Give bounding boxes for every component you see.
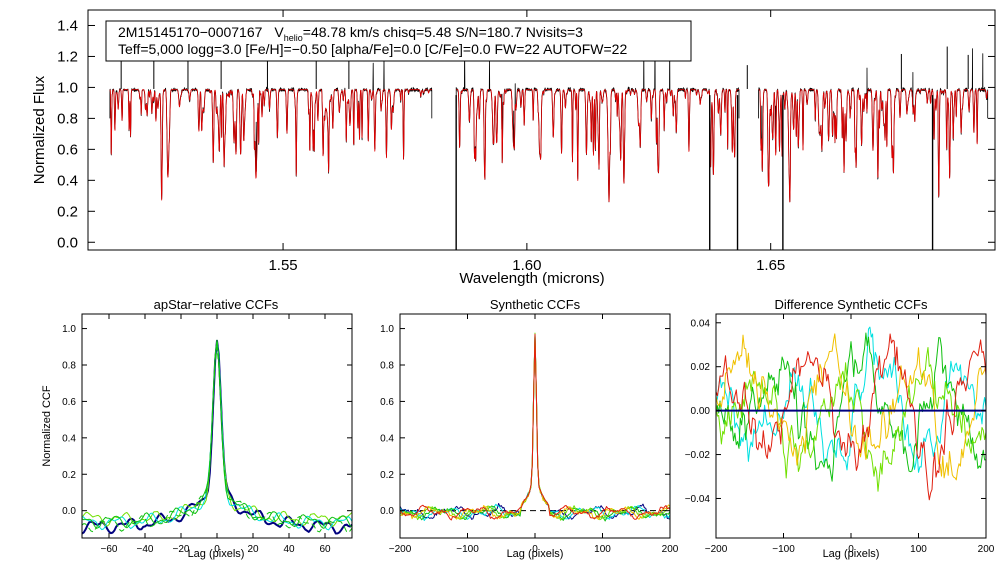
y-tick-label: 1.2: [57, 49, 78, 66]
y-tick-label: 0.02: [691, 362, 711, 373]
x-tick-label: 100: [594, 544, 611, 555]
synthetic-ccf-title: Synthetic CCFs: [490, 297, 581, 312]
velocity-label: V: [274, 24, 284, 40]
x-tick-label: 200: [978, 544, 995, 555]
annotation-stats: =48.78 km/s chisq=5.48 S/N=180.7 Nvisits…: [303, 24, 583, 40]
y-tick-label: 0.8: [57, 111, 78, 128]
y-tick-label: 0.8: [380, 360, 394, 371]
x-tick-label: 1.55: [268, 257, 297, 274]
synthetic-ccf-series-visit-4: [399, 336, 671, 520]
star-id: 2M15145170−0007167: [118, 24, 263, 40]
x-tick-label: −100: [772, 544, 795, 555]
difference-ccf-title: Difference Synthetic CCFs: [775, 297, 928, 312]
y-tick-label: 1.0: [380, 324, 394, 335]
model-spectrum-line: [455, 89, 740, 203]
annotation-box: [105, 20, 692, 62]
spectrum-lines: [109, 37, 989, 250]
x-tick-label: −20: [173, 544, 190, 555]
y-tick-label: 0.0: [57, 235, 78, 252]
synthetic-ccf-series-combined: [399, 335, 671, 520]
y-tick-label: 0.2: [380, 470, 394, 481]
x-tick-label: 1.60: [512, 257, 541, 274]
y-tick-label: 0.00: [691, 406, 711, 417]
ccf-series-visit-3: [81, 339, 353, 529]
y-tick-label: 0.4: [57, 173, 78, 190]
x-tick-label: −100: [456, 544, 479, 555]
spectrum-y-label: Normalized Flux: [31, 75, 48, 184]
annotation-line-1: 2M15145170−0007167 Vhelio=48.78 km/s chis…: [118, 24, 583, 43]
synthetic-ccf-series-visit-5: [399, 333, 671, 521]
y-tick-label: 0.6: [57, 142, 78, 159]
y-tick-label: 1.4: [57, 18, 78, 35]
x-tick-label: −200: [389, 544, 412, 555]
y-tick-label: 0.0: [62, 506, 76, 517]
x-tick-label: 60: [319, 544, 331, 555]
apstar-ccf-y-label: Normalized CCF: [41, 385, 53, 467]
ccf-series-visit-3-dashed: [81, 346, 353, 533]
spectrum-plot-area: [109, 37, 989, 250]
x-tick-label: 0: [848, 544, 854, 555]
ccf-series-combined: [81, 339, 353, 535]
x-tick-label: 0: [214, 544, 220, 555]
spectrum-panel: 1.55 1.60 1.65 0.0 0.2 0.4 0.6 0.8 1.0 1.2 1.4 Wav…: [31, 9, 996, 287]
difference-ccf-plot-area: [715, 326, 987, 501]
difference-ccf-series-visit-5: [715, 333, 987, 501]
annotation-line-2: Teff=5,000 logg=3.0 [Fe/H]=−0.50 [alpha/…: [118, 41, 627, 57]
synthetic-ccf-panel: Synthetic CCFs −200 −100 0 100 200 0.0 0.2 0.4 0…: [380, 297, 679, 560]
ccf-series-visit-2: [81, 340, 353, 531]
synthetic-ccf-series-visit-1: [399, 333, 671, 521]
x-tick-label: −60: [101, 544, 118, 555]
synthetic-ccf-series-visit-2: [399, 334, 671, 522]
x-tick-label: 100: [910, 544, 927, 555]
difference-ccf-ticks: −200 −100 0 100 200 −0.04 −0.02 0.00 0.02 0.04: [685, 314, 995, 555]
apstar-ccf-plot-area: [81, 339, 353, 535]
y-tick-label: 0.6: [62, 397, 76, 408]
y-tick-label: 0.2: [62, 470, 76, 481]
synthetic-ccf-ticks: −200 −100 0 100 200 0.0 0.2 0.4 0.6 0.8 1.0: [380, 314, 679, 555]
synthetic-ccf-x-label: Lag (pixels): [507, 548, 564, 560]
x-tick-label: 20: [247, 544, 259, 555]
apstar-ccf-panel: apStar−relative CCFs −60 −40 −20 0 20 40 60 0.0…: [41, 297, 353, 560]
apstar-ccf-ticks: −60 −40 −20 0 20 40 60 0.0 0.2 0.4 0.6 0.8 1.0: [62, 314, 352, 555]
y-tick-label: −0.04: [685, 494, 711, 505]
apstar-ccf-x-label: Lag (pixels): [188, 548, 245, 560]
y-tick-label: 0.0: [380, 506, 394, 517]
y-tick-label: 0.2: [57, 204, 78, 221]
x-tick-label: 0: [532, 544, 538, 555]
x-tick-label: −40: [137, 544, 154, 555]
spectrum-ticks: 1.55 1.60 1.65 0.0 0.2 0.4 0.6 0.8 1.0 1.2 1.4: [57, 10, 995, 274]
y-tick-label: 0.4: [62, 433, 76, 444]
y-tick-label: 1.0: [62, 324, 76, 335]
x-tick-label: 200: [662, 544, 679, 555]
difference-ccf-series-visit-2: [715, 332, 987, 482]
x-tick-label: −200: [705, 544, 728, 555]
x-tick-label: 1.65: [756, 257, 785, 274]
synthetic-ccf-plot-area: [399, 332, 671, 522]
difference-ccf-panel: Difference Synthetic CCFs −200 −100 0 100 20…: [685, 297, 995, 560]
model-spectrum-line: [758, 89, 989, 203]
y-tick-label: 0.6: [380, 397, 394, 408]
difference-ccf-series-visit-1: [715, 326, 987, 473]
difference-ccf-x-label: Lag (pixels): [823, 548, 880, 560]
y-tick-label: 1.0: [57, 80, 78, 97]
ccf-series-visit-1: [81, 340, 353, 527]
y-tick-label: 0.4: [380, 433, 394, 444]
x-tick-label: 40: [283, 544, 295, 555]
velocity-subscript: helio: [284, 33, 303, 43]
synthetic-ccf-series-visit-3: [399, 332, 671, 521]
apstar-ccf-title: apStar−relative CCFs: [154, 297, 279, 312]
spectrum-x-label: Wavelength (microns): [459, 270, 604, 287]
y-tick-label: 0.8: [62, 360, 76, 371]
difference-ccf-series-visit-4: [715, 333, 987, 481]
model-spectrum-line: [109, 89, 433, 201]
y-tick-label: 0.04: [691, 318, 711, 329]
observed-spectrum-line: [109, 57, 433, 200]
spectrum-axes-box: [87, 9, 996, 251]
y-tick-label: −0.02: [685, 450, 711, 461]
